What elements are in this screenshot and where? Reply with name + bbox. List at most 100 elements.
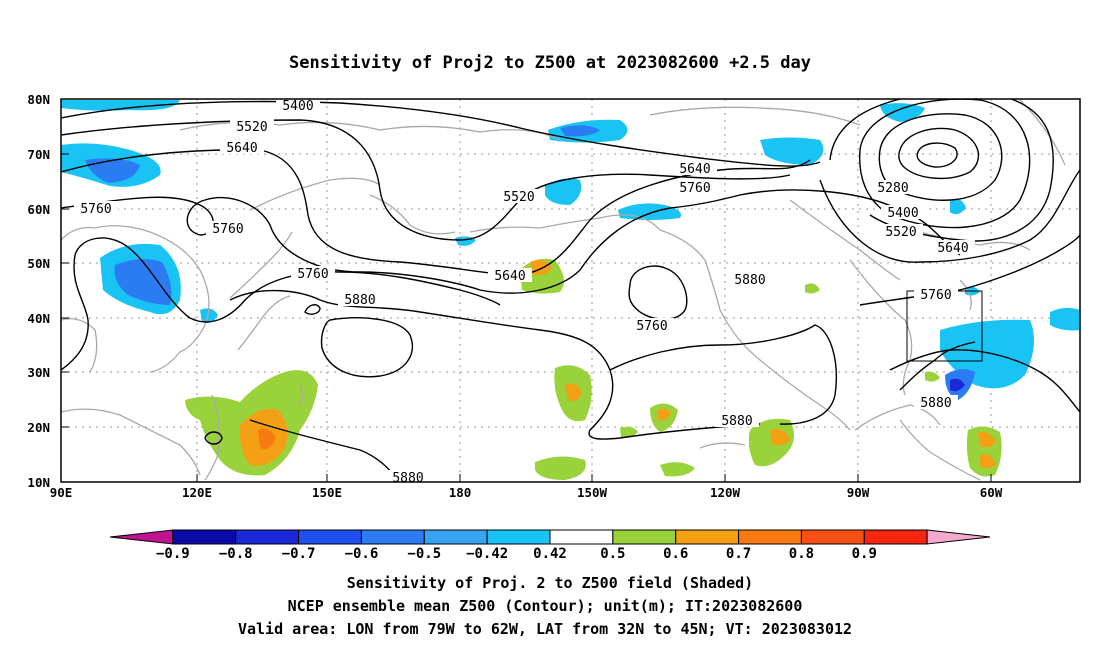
caption-line-3: Valid area: LON from 79W to 62W, LAT fro… xyxy=(238,620,852,638)
positive-sensitivity-core xyxy=(770,429,790,446)
contour-5880-closed xyxy=(320,317,414,378)
contour-5280-low xyxy=(898,127,980,180)
contour-label: 5880 xyxy=(392,471,423,486)
colorbar-swatch xyxy=(235,529,300,545)
lon-label: 90W xyxy=(847,485,870,500)
colorbar-swatch xyxy=(926,529,991,545)
positive-sensitivity-region xyxy=(620,426,638,438)
colorbar-label: −0.5 xyxy=(407,546,441,562)
contour-5760-closed xyxy=(628,265,688,320)
positive-sensitivity-core xyxy=(565,383,582,401)
contour-5880-south xyxy=(249,419,401,482)
lon-label: 60W xyxy=(980,485,1003,500)
contour-label: 5640 xyxy=(679,162,710,177)
colorbar-label: −0.7 xyxy=(282,546,316,562)
lon-label: 120E xyxy=(182,485,212,500)
contour-5760-east xyxy=(819,169,1080,263)
negative-sensitivity-core xyxy=(85,158,140,183)
colorbar-label: 0.8 xyxy=(789,546,814,562)
negative-sensitivity-core xyxy=(950,378,965,392)
colorbar-swatch xyxy=(612,529,677,545)
contour-low-inner xyxy=(916,142,958,168)
negative-sensitivity-region xyxy=(545,178,582,205)
colorbar: −0.9 −0.8 −0.7 −0.6 −0.5 −0.42 0.42 0.5 0.6 0.7 0.… xyxy=(109,529,991,562)
positive-sensitivity-core xyxy=(980,454,996,468)
negative-sensitivity-region xyxy=(1050,307,1080,331)
positive-sensitivity-region xyxy=(660,462,695,477)
lat-label: 30N xyxy=(27,365,50,380)
colorbar-label: 0.42 xyxy=(533,546,567,562)
axis-ticks xyxy=(61,98,992,483)
lat-label: 20N xyxy=(27,420,50,435)
contour-label: 5520 xyxy=(236,120,267,135)
contour-label: 5640 xyxy=(937,241,968,256)
lat-label: 70N xyxy=(27,147,50,162)
map-plot-area: 5400 5520 5640 5760 5760 5520 5640 5760 … xyxy=(27,92,1081,500)
colorbar-label: −0.8 xyxy=(219,546,253,562)
colorbar-label: 0.5 xyxy=(600,546,625,562)
contour-label: 5760 xyxy=(297,267,328,282)
negative-sensitivity-region xyxy=(880,103,925,122)
contour-label: 5520 xyxy=(885,225,916,240)
contour-5760-atl xyxy=(859,234,1080,306)
contour-label: 5760 xyxy=(212,222,243,237)
colorbar-swatch xyxy=(360,529,425,545)
contour-label: 5280 xyxy=(877,181,908,196)
positive-sensitivity-region xyxy=(805,283,820,294)
colorbar-swatch xyxy=(298,529,362,545)
positive-sensitivity-region xyxy=(925,371,940,382)
contour-5880-east xyxy=(609,324,837,425)
contour-5640-east xyxy=(829,99,1054,242)
contour-label: 5880 xyxy=(721,414,752,429)
colorbar-swatch xyxy=(109,529,174,545)
lat-label: 50N xyxy=(27,256,50,271)
lat-label: 10N xyxy=(27,475,50,490)
contour-small-ring-2 xyxy=(204,431,223,445)
map-title: Sensitivity of Proj2 to Z500 at 20230826… xyxy=(289,53,811,73)
contour-label: 5760 xyxy=(679,181,710,196)
colorbar-swatch xyxy=(172,529,237,545)
contour-label: 5520 xyxy=(503,190,534,205)
colorbar-swatch xyxy=(675,529,740,545)
colorbar-label: 0.9 xyxy=(852,546,877,562)
negative-sensitivity-core xyxy=(114,259,172,305)
contour-label: 5880 xyxy=(920,396,951,411)
caption-line-2: NCEP ensemble mean Z500 (Contour); unit(… xyxy=(288,597,803,615)
negative-sensitivity-region xyxy=(950,199,966,215)
colorbar-label: −0.42 xyxy=(466,546,508,562)
colorbar-label: 0.7 xyxy=(726,546,751,562)
colorbar-swatch xyxy=(486,529,551,545)
colorbar-label: −0.6 xyxy=(345,546,379,562)
negative-sensitivity-core xyxy=(560,125,600,137)
contour-label: 5400 xyxy=(887,206,918,221)
lon-label: 120W xyxy=(710,485,741,500)
lon-label: 150W xyxy=(577,485,608,500)
lon-label: 90E xyxy=(50,485,73,500)
x-axis-labels: 90E 120E 150E 180 150W 120W 90W 60W xyxy=(50,485,1003,500)
negative-sensitivity-region xyxy=(61,100,180,111)
y-axis-labels: 80N 70N 60N 50N 40N 30N 20N 10N xyxy=(27,92,50,490)
lon-label: 180 xyxy=(449,485,472,500)
negative-sensitivity-region xyxy=(200,308,218,324)
contour-label: 5760 xyxy=(80,202,111,217)
colorbar-label: 0.6 xyxy=(663,546,688,562)
contour-label: 5640 xyxy=(226,141,257,156)
contour-label: 5640 xyxy=(494,269,525,284)
colorbar-label: −0.9 xyxy=(156,546,190,562)
contour-label: 5760 xyxy=(920,288,951,303)
lat-label: 40N xyxy=(27,311,50,326)
contour-5760-south xyxy=(61,237,501,371)
contour-5400 xyxy=(61,100,821,167)
contour-small-ring xyxy=(304,304,321,315)
contour-5880 xyxy=(229,289,761,440)
colorbar-swatch xyxy=(549,529,614,545)
caption-line-1: Sensitivity of Proj. 2 to Z500 field (Sh… xyxy=(347,574,753,592)
contour-5880-atlantic xyxy=(889,349,1080,413)
contour-labels: 5400 5520 5640 5760 5760 5520 5640 5760 … xyxy=(74,99,975,486)
contour-label: 5880 xyxy=(344,293,375,308)
contour-label: 5880 xyxy=(734,273,765,288)
contour-label: 5400 xyxy=(282,99,313,114)
contour-5880-atl-2 xyxy=(899,341,976,391)
positive-sensitivity-region xyxy=(535,456,586,480)
